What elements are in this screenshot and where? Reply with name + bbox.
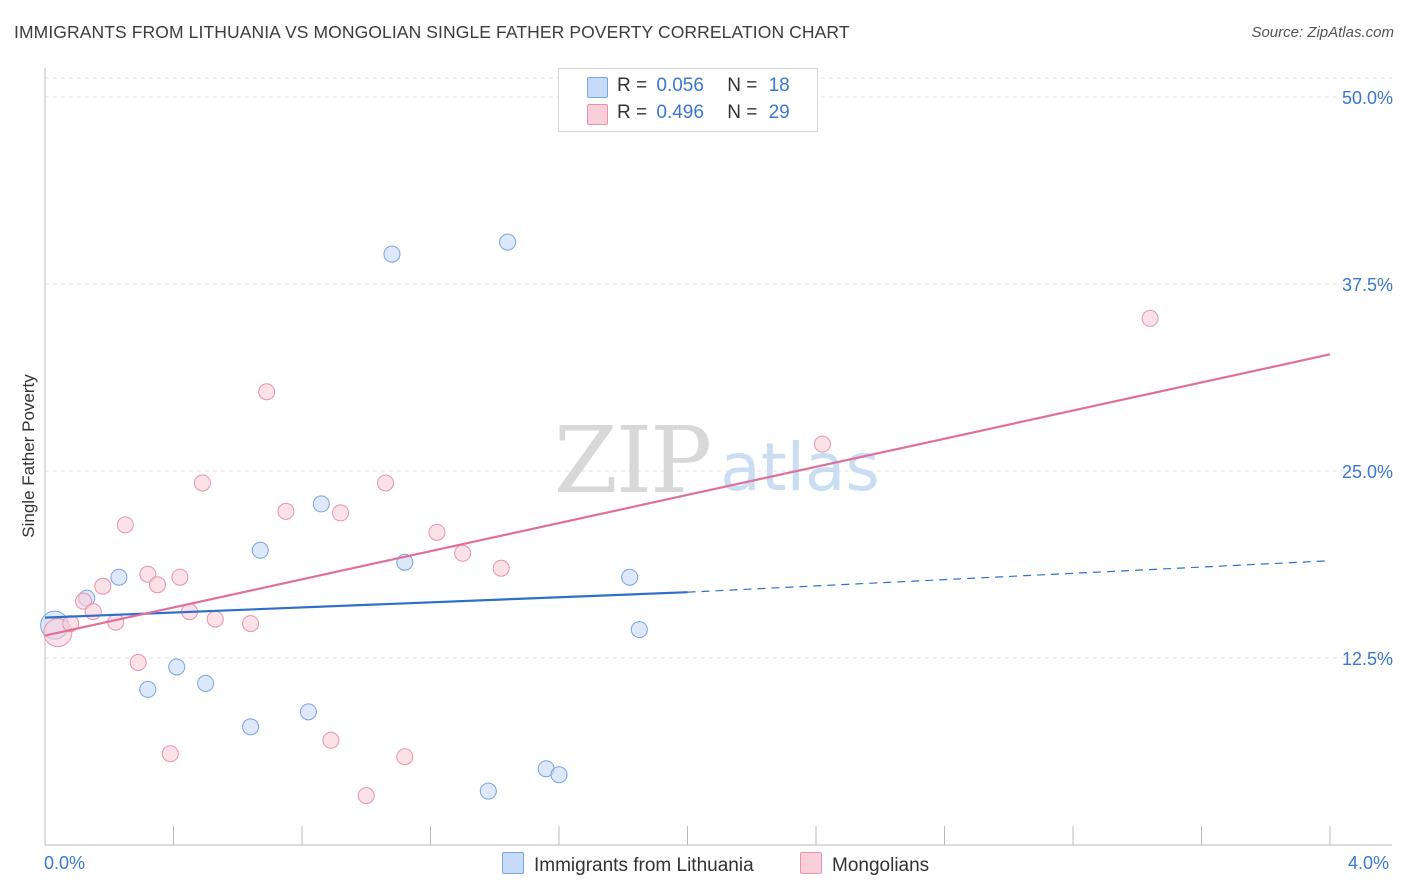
watermark-zip: ZIP <box>554 407 710 514</box>
bottom-legend-swatch-lithuania <box>502 852 524 874</box>
y-tick-label: 25.0% <box>1342 462 1393 482</box>
legend-r-value: 0.496 <box>656 102 704 123</box>
point-mongolians <box>193 474 211 492</box>
point-lithuania <box>550 766 568 784</box>
legend-n-value: 18 <box>768 75 790 96</box>
point-lithuania <box>630 621 648 639</box>
watermark: ZIP atlas <box>554 407 880 514</box>
watermark-atlas: atlas <box>720 429 880 506</box>
point-lithuania <box>251 541 269 559</box>
trend-lines <box>44 353 1331 637</box>
y-axis-label: Single Father Poverty <box>19 374 38 538</box>
point-mongolians <box>116 516 134 534</box>
point-lithuania <box>139 680 157 698</box>
point-mongolians <box>139 565 157 583</box>
point-mongolians <box>377 474 395 492</box>
point-mongolians <box>75 592 93 610</box>
trend-line-mongolians <box>44 353 1331 637</box>
data-points <box>40 233 1159 805</box>
point-lithuania <box>621 568 639 586</box>
legend-n-value: 29 <box>768 102 790 123</box>
y-tick-labels: 12.5% 25.0% 37.5% 50.0% <box>1342 88 1393 669</box>
x-tick-label-max: 4.0% <box>1348 853 1390 873</box>
trend-line-lithuania-extension <box>687 560 1331 593</box>
point-mongolians <box>492 559 510 577</box>
point-lithuania <box>242 718 260 736</box>
point-mongolians <box>454 544 472 562</box>
point-mongolians <box>161 745 179 763</box>
point-mongolians <box>1141 309 1159 327</box>
bottom-legend-label-lithuania: Immigrants from Lithuania <box>534 855 754 876</box>
stats-legend: R = 0.056 N = 18 R = 0.496 N = 29 <box>558 68 818 132</box>
legend-r-label: R = <box>617 102 648 123</box>
point-lithuania <box>197 674 215 692</box>
point-lithuania <box>299 703 317 721</box>
gridlines <box>45 77 1392 659</box>
trend-line-lithuania <box>44 591 688 619</box>
x-tick-label-min: 0.0% <box>44 853 86 873</box>
point-mongolians <box>332 504 350 522</box>
bottom-legend-swatch-mongolians <box>800 852 822 874</box>
axes <box>44 68 1392 846</box>
y-tick-label: 12.5% <box>1342 649 1393 669</box>
point-mongolians <box>277 502 295 520</box>
point-mongolians <box>94 577 112 595</box>
point-mongolians <box>322 731 340 749</box>
legend-r-label: R = <box>617 75 648 96</box>
point-mongolians <box>813 435 831 453</box>
point-mongolians <box>171 568 189 586</box>
legend-swatch-mongolians <box>587 104 608 125</box>
point-mongolians <box>129 653 147 671</box>
bottom-legend-lithuania: Immigrants from Lithuania <box>502 852 754 877</box>
point-mongolians <box>357 787 375 805</box>
y-tick-label: 37.5% <box>1342 275 1393 295</box>
source-label: Source: ZipAtlas.com <box>1251 24 1394 41</box>
point-mongolians <box>84 603 102 621</box>
point-lithuania <box>383 245 401 263</box>
point-lithuania <box>168 658 186 676</box>
legend-swatch-lithuania <box>587 77 608 98</box>
point-lithuania <box>499 233 517 251</box>
point-mongolians <box>428 523 446 541</box>
legend-n-label: N = <box>727 102 758 123</box>
point-mongolians <box>258 383 276 401</box>
y-tick-label: 50.0% <box>1342 88 1393 108</box>
chart-title: IMMIGRANTS FROM LITHUANIA VS MONGOLIAN S… <box>14 22 850 42</box>
point-mongolians <box>148 576 166 594</box>
point-lithuania <box>110 568 128 586</box>
bottom-legend-label-mongolians: Mongolians <box>832 855 930 876</box>
legend-r-value: 0.056 <box>656 75 704 96</box>
legend-n-label: N = <box>727 75 758 96</box>
point-mongolians <box>206 610 224 628</box>
point-mongolians <box>242 615 260 633</box>
point-lithuania <box>479 782 497 800</box>
bottom-legend-mongolians: Mongolians <box>800 852 929 877</box>
point-lithuania <box>312 495 330 513</box>
point-mongolians <box>396 748 414 766</box>
